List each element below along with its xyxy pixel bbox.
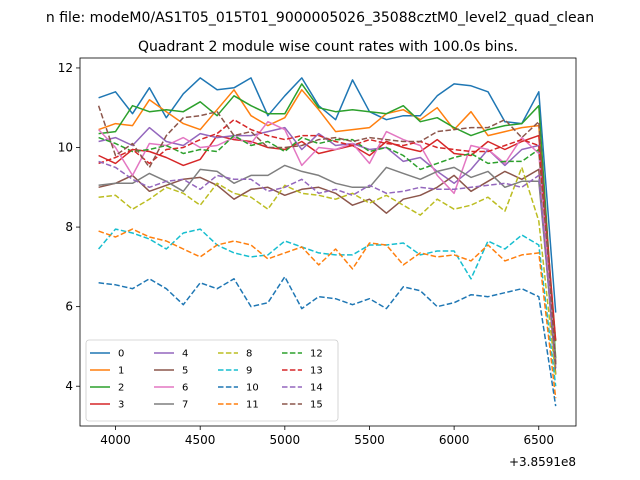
series-line-4 — [98, 126, 557, 369]
legend-label: 4 — [182, 349, 188, 360]
legend-item: 2 — [90, 383, 124, 394]
legend-item: 4 — [154, 349, 188, 360]
legend-label: 1 — [118, 366, 124, 377]
x-tick-label: 5500 — [354, 433, 385, 447]
legend-item: 15 — [282, 400, 323, 411]
series-line-1 — [98, 89, 557, 363]
legend-item: 8 — [218, 349, 252, 360]
legend-label: 14 — [310, 383, 323, 394]
legend-label: 7 — [182, 400, 188, 411]
y-tick-label: 12 — [58, 61, 73, 75]
legend-label: 6 — [182, 383, 188, 394]
series-line-6 — [98, 120, 557, 363]
legend-item: 0 — [90, 349, 124, 360]
series-line-9 — [98, 228, 557, 387]
series-line-14 — [98, 160, 557, 369]
x-axis: 4000 4500 5000 5500 6000 6500 — [100, 426, 554, 447]
y-tick-label: 6 — [65, 300, 73, 314]
series-line-3 — [98, 134, 557, 341]
series-line-12 — [98, 134, 557, 343]
legend-item: 14 — [282, 383, 323, 394]
legend-label: 11 — [246, 400, 259, 411]
y-tick-label: 4 — [65, 379, 73, 393]
figure-suptitle: n file: modeM0/AS1T05_015T01_9000005026_… — [46, 10, 594, 26]
legend-label: 0 — [118, 349, 124, 360]
legend-item: 9 — [218, 366, 252, 377]
legend-item: 7 — [154, 400, 188, 411]
legend-label: 9 — [246, 366, 252, 377]
legend-item: 12 — [282, 349, 323, 360]
legend-item: 10 — [218, 383, 259, 394]
axes-frame — [79, 57, 577, 427]
x-tick-label: 6000 — [439, 433, 470, 447]
series-line-10 — [98, 276, 557, 407]
legend-item: 13 — [282, 366, 323, 377]
series-line-15 — [97, 105, 557, 365]
x-offset-label: +3.8591e8 — [509, 455, 576, 469]
y-tick-label: 10 — [58, 141, 73, 155]
legend-label: 2 — [118, 383, 124, 394]
legend-item: 3 — [90, 400, 124, 411]
legend-item: 1 — [90, 366, 124, 377]
legend-item: 6 — [154, 383, 188, 394]
series-line-11 — [98, 228, 557, 399]
x-tick-label: 5000 — [270, 433, 301, 447]
series-line-7 — [98, 164, 557, 365]
y-tick-label: 8 — [65, 220, 73, 234]
x-tick-label: 4000 — [100, 433, 131, 447]
x-tick-label: 4500 — [185, 433, 216, 447]
axes-title: Quadrant 2 module wise count rates with … — [138, 39, 518, 55]
x-tick-label: 6500 — [523, 433, 554, 447]
legend-item: 5 — [154, 366, 188, 377]
legend-label: 13 — [310, 366, 323, 377]
series-line-0 — [98, 77, 557, 313]
legend-frame — [85, 339, 339, 422]
legend-label: 10 — [246, 383, 259, 394]
series-line-2 — [98, 83, 557, 359]
legend-item: 11 — [218, 400, 259, 411]
y-axis: 4 6 8 10 12 — [58, 61, 80, 393]
legend-label: 12 — [310, 349, 323, 360]
legend-label: 8 — [246, 349, 252, 360]
legend-label: 3 — [118, 400, 124, 411]
legend-label: 15 — [310, 400, 323, 411]
legend-label: 5 — [182, 366, 188, 377]
series-line-8 — [98, 166, 557, 377]
series-layer — [97, 77, 557, 407]
